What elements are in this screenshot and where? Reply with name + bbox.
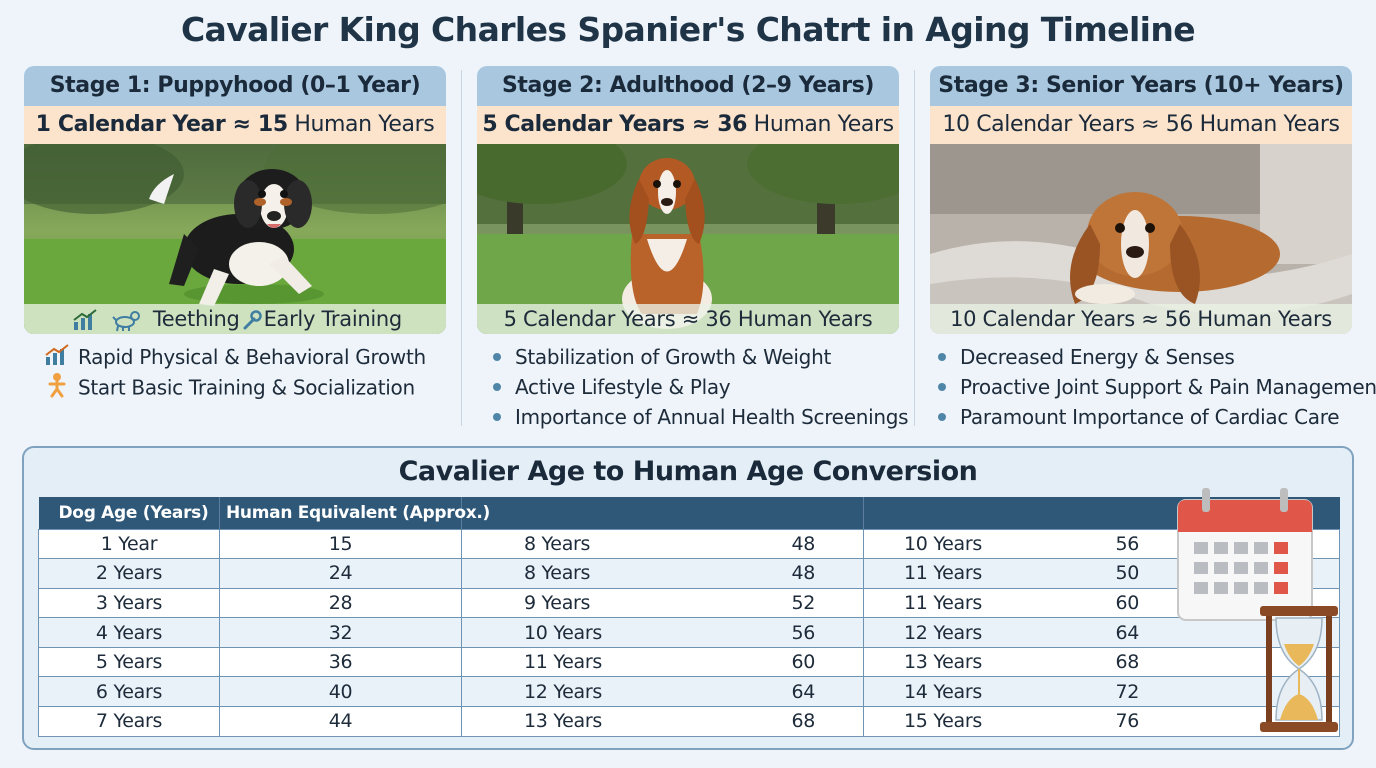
human-age-cell: 64	[681, 676, 864, 708]
human-age-cell: 24	[219, 558, 462, 589]
stage-2-bullets: Stabilization of Growth & Weight Active …	[477, 342, 909, 432]
calendar-hourglass-decoration	[1172, 484, 1352, 748]
conversion-table: Dog Age (Years) Human Equivalent (Approx…	[38, 497, 1340, 737]
stage-2-card: Stage 2: Adulthood (2–9 Years) 5 Calenda…	[477, 66, 909, 432]
stage-3-header: Stage 3: Senior Years (10+ Years)	[930, 66, 1352, 106]
wrench-icon	[242, 309, 262, 331]
column-header-human-equivalent: Human Equivalent (Approx.)	[219, 497, 490, 529]
human-age-cell: 48	[681, 528, 864, 560]
divider	[461, 70, 462, 426]
conversion-table-body: 1 Year 15 8 Years 48 10 Years 56 2 Years 24 8 Ye…	[38, 528, 1340, 737]
dog-age-cell: 11 Years	[863, 587, 1034, 619]
human-age-cell: 52	[681, 587, 864, 619]
dog-age-cell: 9 Years	[461, 587, 682, 619]
dog-age-cell: 14 Years	[863, 676, 1034, 708]
dog-age-cell: 15 Years	[863, 706, 1034, 737]
stage-1-card: Stage 1: Puppyhood (0–1 Year) 1 Calendar…	[24, 66, 446, 402]
dog-age-cell: 11 Years	[461, 646, 682, 678]
dog-age-cell: 10 Years	[461, 617, 682, 648]
stage-3-bullets: Decreased Energy & Senses Proactive Join…	[930, 342, 1376, 432]
stage-1-header: Stage 1: Puppyhood (0–1 Year)	[24, 66, 446, 106]
stage-1-subheader: 1 Calendar Year ≈ 15 Human Years	[24, 106, 446, 144]
stage-3-card: Stage 3: Senior Years (10+ Years) 10 Cal…	[930, 66, 1376, 432]
human-age-cell: 40	[219, 676, 462, 708]
human-age-cell: 44	[219, 706, 462, 737]
dog-age-cell: 1 Year	[38, 528, 220, 560]
list-item: Importance of Annual Health Screenings	[477, 402, 909, 432]
table-row: 1 Year 15 8 Years 48 10 Years 56	[38, 528, 1340, 560]
stage-2-photo: 5 Calendar Years ≈ 36 Human Years	[477, 144, 899, 334]
table-row: 2 Years 24 8 Years 48 11 Years 50	[38, 558, 1340, 589]
human-age-cell: 15	[219, 528, 462, 560]
table-row: 3 Years 28 9 Years 52 11 Years 60	[38, 587, 1340, 619]
human-age-cell: 36	[219, 646, 462, 678]
stage-1-caption: Teething Early Training	[24, 304, 446, 334]
divider	[914, 70, 915, 426]
human-age-cell: 28	[219, 587, 462, 619]
dog-age-cell: 5 Years	[38, 646, 220, 678]
stage-3-photo: 10 Calendar Years ≈ 56 Human Years	[930, 144, 1352, 334]
list-item: Proactive Joint Support & Pain Managemen…	[930, 372, 1376, 402]
table-row: 4 Years 32 10 Years 56 12 Years 64	[38, 617, 1340, 648]
bullet-dot	[938, 353, 946, 361]
hourglass-icon	[1260, 606, 1338, 732]
stage-2-header: Stage 2: Adulthood (2–9 Years)	[477, 66, 899, 106]
dog-age-cell: 13 Years	[863, 646, 1034, 678]
list-item: Start Basic Training & Socialization	[24, 372, 446, 402]
table-header-row: Dog Age (Years) Human Equivalent (Approx…	[38, 497, 1340, 529]
growth-chart-icon	[44, 343, 70, 375]
bullet-dot	[493, 353, 501, 361]
list-item: Paramount Importance of Cardiac Care	[930, 402, 1352, 432]
conversion-title: Cavalier Age to Human Age Conversion	[398, 456, 978, 487]
column-header-blank	[461, 497, 864, 529]
dog-age-cell: 7 Years	[38, 706, 220, 737]
person-icon	[44, 372, 70, 406]
list-item: Active Lifestyle & Play	[477, 372, 899, 402]
table-row: 6 Years 40 12 Years 64 14 Years 72	[38, 676, 1340, 708]
dog-age-cell: 13 Years	[461, 706, 682, 737]
stage-3-subheader: 10 Calendar Years ≈ 56 Human Years	[930, 106, 1352, 144]
stage-1-bullets: Rapid Physical & Behavioral Growth Start…	[24, 342, 446, 402]
dog-age-cell: 11 Years	[863, 558, 1034, 589]
dog-age-cell: 10 Years	[863, 528, 1034, 560]
human-age-cell: 60	[681, 646, 864, 678]
dog-age-cell: 12 Years	[461, 676, 682, 708]
human-age-cell: 56	[681, 617, 864, 648]
table-row: 5 Years 36 11 Years 60 13 Years 68	[38, 646, 1340, 678]
list-item: Decreased Energy & Senses	[930, 342, 1352, 372]
stage-1-photo: Teething Early Training	[24, 144, 446, 334]
dog-age-cell: 2 Years	[38, 558, 220, 589]
dog-age-cell: 8 Years	[461, 558, 682, 589]
human-age-cell: 48	[681, 558, 864, 589]
dog-age-cell: 12 Years	[863, 617, 1034, 648]
table-row: 7 Years 44 13 Years 68 15 Years 76	[38, 706, 1340, 737]
growth-chart-icon	[72, 308, 98, 332]
dog-age-cell: 3 Years	[38, 587, 220, 619]
puppy-icon	[112, 308, 142, 332]
bullet-dot	[938, 383, 946, 391]
human-age-cell: 68	[681, 706, 864, 737]
list-item: Rapid Physical & Behavioral Growth	[24, 342, 446, 372]
calendar-icon	[1177, 488, 1313, 621]
bullet-dot	[938, 413, 946, 421]
page-title: Cavalier King Charles Spanier's Chatrt i…	[180, 10, 1196, 49]
column-header-dog-age: Dog Age (Years)	[38, 497, 220, 529]
list-item: Stabilization of Growth & Weight	[477, 342, 899, 372]
bullet-dot	[493, 383, 501, 391]
dog-age-cell: 6 Years	[38, 676, 220, 708]
bullet-dot	[493, 413, 501, 421]
stage-2-subheader: 5 Calendar Years ≈ 36 Human Years	[477, 106, 899, 144]
stage-3-caption: 10 Calendar Years ≈ 56 Human Years	[930, 304, 1352, 334]
stage-2-caption: 5 Calendar Years ≈ 36 Human Years	[477, 304, 899, 334]
human-age-cell: 32	[219, 617, 462, 648]
dog-age-cell: 4 Years	[38, 617, 220, 648]
dog-age-cell: 8 Years	[461, 528, 682, 560]
